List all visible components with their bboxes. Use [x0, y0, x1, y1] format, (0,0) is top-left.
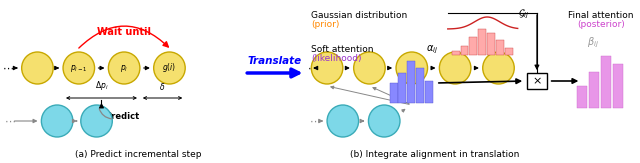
Text: $p_{i-1}$: $p_{i-1}$ [70, 62, 88, 74]
Bar [589, 72, 599, 108]
Text: $\cdots$: $\cdots$ [309, 116, 321, 126]
Text: $\beta_{ij}$: $\beta_{ij}$ [587, 36, 599, 50]
Text: (likelihood): (likelihood) [311, 54, 362, 63]
Text: (b) Integrate alignment in translation: (b) Integrate alignment in translation [350, 150, 520, 159]
Circle shape [327, 105, 358, 137]
Bar [425, 81, 433, 103]
Circle shape [42, 105, 73, 137]
Text: $\cdots$: $\cdots$ [4, 116, 16, 126]
Circle shape [81, 105, 112, 137]
Text: $\mathcal{G}_{ij}$: $\mathcal{G}_{ij}$ [518, 8, 529, 21]
Bar [577, 86, 587, 108]
Text: Gaussian distribution: Gaussian distribution [311, 11, 408, 20]
Text: $\cdots$: $\cdots$ [307, 63, 319, 73]
Bar [612, 64, 623, 108]
Bar [505, 48, 513, 55]
Circle shape [311, 52, 343, 84]
Text: Soft attention: Soft attention [311, 45, 374, 54]
Bar [408, 61, 415, 103]
Bar [487, 33, 495, 55]
Bar [496, 40, 504, 55]
Bar [469, 37, 477, 55]
Bar [601, 56, 611, 108]
Bar [416, 68, 424, 103]
Text: Wait until: Wait until [97, 27, 151, 37]
Circle shape [108, 52, 140, 84]
Circle shape [22, 52, 53, 84]
Text: Translate: Translate [248, 56, 302, 66]
Text: $\delta$: $\delta$ [159, 81, 166, 92]
Text: $\times$: $\times$ [532, 76, 542, 86]
Circle shape [396, 52, 428, 84]
Circle shape [154, 52, 185, 84]
Text: (prior): (prior) [311, 20, 340, 29]
Bar [527, 73, 547, 89]
Bar [390, 83, 397, 103]
Text: $p_i$: $p_i$ [120, 62, 128, 74]
Text: $g(i)$: $g(i)$ [163, 61, 177, 74]
Text: $\Delta p_i$: $\Delta p_i$ [95, 79, 108, 92]
Circle shape [63, 52, 95, 84]
Text: $\cdots$: $\cdots$ [2, 63, 14, 73]
Text: Predict: Predict [106, 112, 140, 121]
Text: (posterior): (posterior) [577, 20, 625, 29]
Circle shape [369, 105, 400, 137]
Circle shape [440, 52, 471, 84]
Circle shape [354, 52, 385, 84]
Bar [461, 46, 468, 55]
Text: Final attention: Final attention [568, 11, 634, 20]
Bar [478, 29, 486, 55]
Circle shape [483, 52, 515, 84]
Bar [452, 51, 460, 55]
Text: $\alpha_{ij}$: $\alpha_{ij}$ [426, 44, 438, 56]
Text: (a) Predict incremental step: (a) Predict incremental step [76, 150, 202, 159]
Bar [399, 73, 406, 103]
